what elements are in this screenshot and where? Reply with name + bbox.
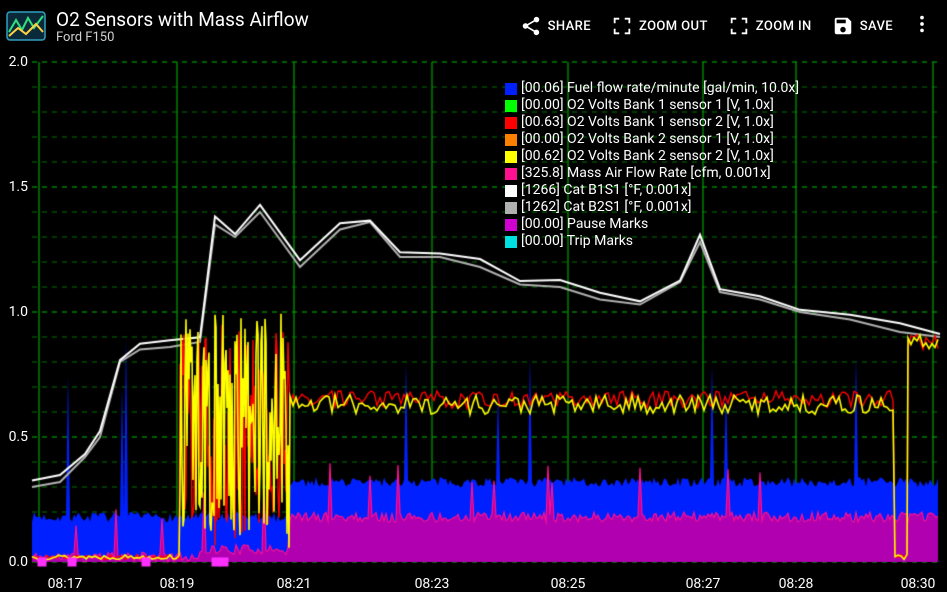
legend-label: [325.8] Mass Air Flow Rate [cfm, 0.001x]: [521, 165, 771, 182]
x-tick-label: 08:28: [779, 576, 814, 592]
x-tick-label: 08:30: [901, 576, 936, 592]
legend-label: [1262] Cat B2S1 [°F, 0.001x]: [521, 199, 692, 216]
x-tick-label: 08:27: [686, 576, 721, 592]
legend-label: [1266] Cat B1S1 [°F, 0.001x]: [521, 182, 692, 199]
app-title-block: O2 Sensors with Mass Airflow Ford F150: [56, 8, 309, 45]
save-button[interactable]: SAVE: [822, 9, 903, 43]
share-icon: [520, 15, 542, 37]
x-tick-label: 08:25: [551, 576, 586, 592]
y-tick-label: 0.5: [0, 429, 28, 445]
legend-label: [00.06] Fuel flow rate/minute [gal/min, …: [521, 80, 799, 97]
page-subtitle: Ford F150: [56, 30, 309, 45]
zoom-in-label: ZOOM IN: [756, 19, 812, 34]
y-tick-label: 0.0: [0, 554, 28, 570]
app-bar: O2 Sensors with Mass Airflow Ford F150 S…: [0, 0, 947, 52]
app-icon: [6, 6, 46, 46]
share-label: SHARE: [548, 19, 591, 34]
y-tick-label: 1.5: [0, 179, 28, 195]
x-tick-label: 08:21: [277, 576, 312, 592]
zoom-out-button[interactable]: ZOOM OUT: [601, 9, 718, 43]
legend-label: [00.00] O2 Volts Bank 2 sensor 1 [V, 1.0…: [521, 131, 774, 148]
save-icon: [832, 15, 854, 37]
legend-label: [00.63] O2 Volts Bank 1 sensor 2 [V, 1.0…: [521, 114, 774, 131]
legend-item: [1262] Cat B2S1 [°F, 0.001x]: [505, 199, 799, 216]
legend-swatch: [505, 117, 517, 129]
legend-swatch: [505, 236, 517, 248]
y-tick-label: 1.0: [0, 304, 28, 320]
zoom-out-label: ZOOM OUT: [639, 19, 708, 34]
legend-label: [00.00] O2 Volts Bank 1 sensor 1 [V, 1.0…: [521, 97, 774, 114]
overflow-menu-button[interactable]: [903, 7, 941, 45]
x-tick-label: 08:23: [415, 576, 450, 592]
legend: [00.06] Fuel flow rate/minute [gal/min, …: [505, 80, 799, 250]
legend-item: [00.06] Fuel flow rate/minute [gal/min, …: [505, 80, 799, 97]
legend-label: [00.00] Pause Marks: [521, 216, 648, 233]
share-button[interactable]: SHARE: [510, 9, 601, 43]
legend-item: [1266] Cat B1S1 [°F, 0.001x]: [505, 182, 799, 199]
legend-swatch: [505, 134, 517, 146]
legend-swatch: [505, 168, 517, 180]
legend-swatch: [505, 83, 517, 95]
x-tick-label: 08:17: [48, 576, 83, 592]
zoom-in-icon: [728, 15, 750, 37]
legend-item: [00.63] O2 Volts Bank 1 sensor 2 [V, 1.0…: [505, 114, 799, 131]
legend-swatch: [505, 219, 517, 231]
legend-item: [325.8] Mass Air Flow Rate [cfm, 0.001x]: [505, 165, 799, 182]
chart-canvas: [0, 52, 947, 592]
legend-item: [00.00] O2 Volts Bank 1 sensor 1 [V, 1.0…: [505, 97, 799, 114]
y-tick-label: 2.0: [0, 54, 28, 70]
legend-item: [00.00] O2 Volts Bank 2 sensor 1 [V, 1.0…: [505, 131, 799, 148]
legend-item: [00.00] Pause Marks: [505, 216, 799, 233]
legend-swatch: [505, 151, 517, 163]
legend-swatch: [505, 100, 517, 112]
chart-area[interactable]: 0.0 0.5 1.0 1.5 2.0 08:17 08:19 08:21 08:23 08:2…: [0, 52, 947, 592]
legend-item: [00.00] Trip Marks: [505, 233, 799, 250]
legend-label: [00.62] O2 Volts Bank 2 sensor 2 [V, 1.0…: [521, 148, 774, 165]
legend-item: [00.62] O2 Volts Bank 2 sensor 2 [V, 1.0…: [505, 148, 799, 165]
save-label: SAVE: [860, 19, 893, 34]
legend-label: [00.00] Trip Marks: [521, 233, 633, 250]
page-title: O2 Sensors with Mass Airflow: [56, 8, 309, 31]
more-vert-icon: [911, 13, 933, 35]
legend-swatch: [505, 202, 517, 214]
zoom-in-button[interactable]: ZOOM IN: [718, 9, 822, 43]
x-tick-label: 08:19: [160, 576, 195, 592]
legend-swatch: [505, 185, 517, 197]
zoom-out-icon: [611, 15, 633, 37]
